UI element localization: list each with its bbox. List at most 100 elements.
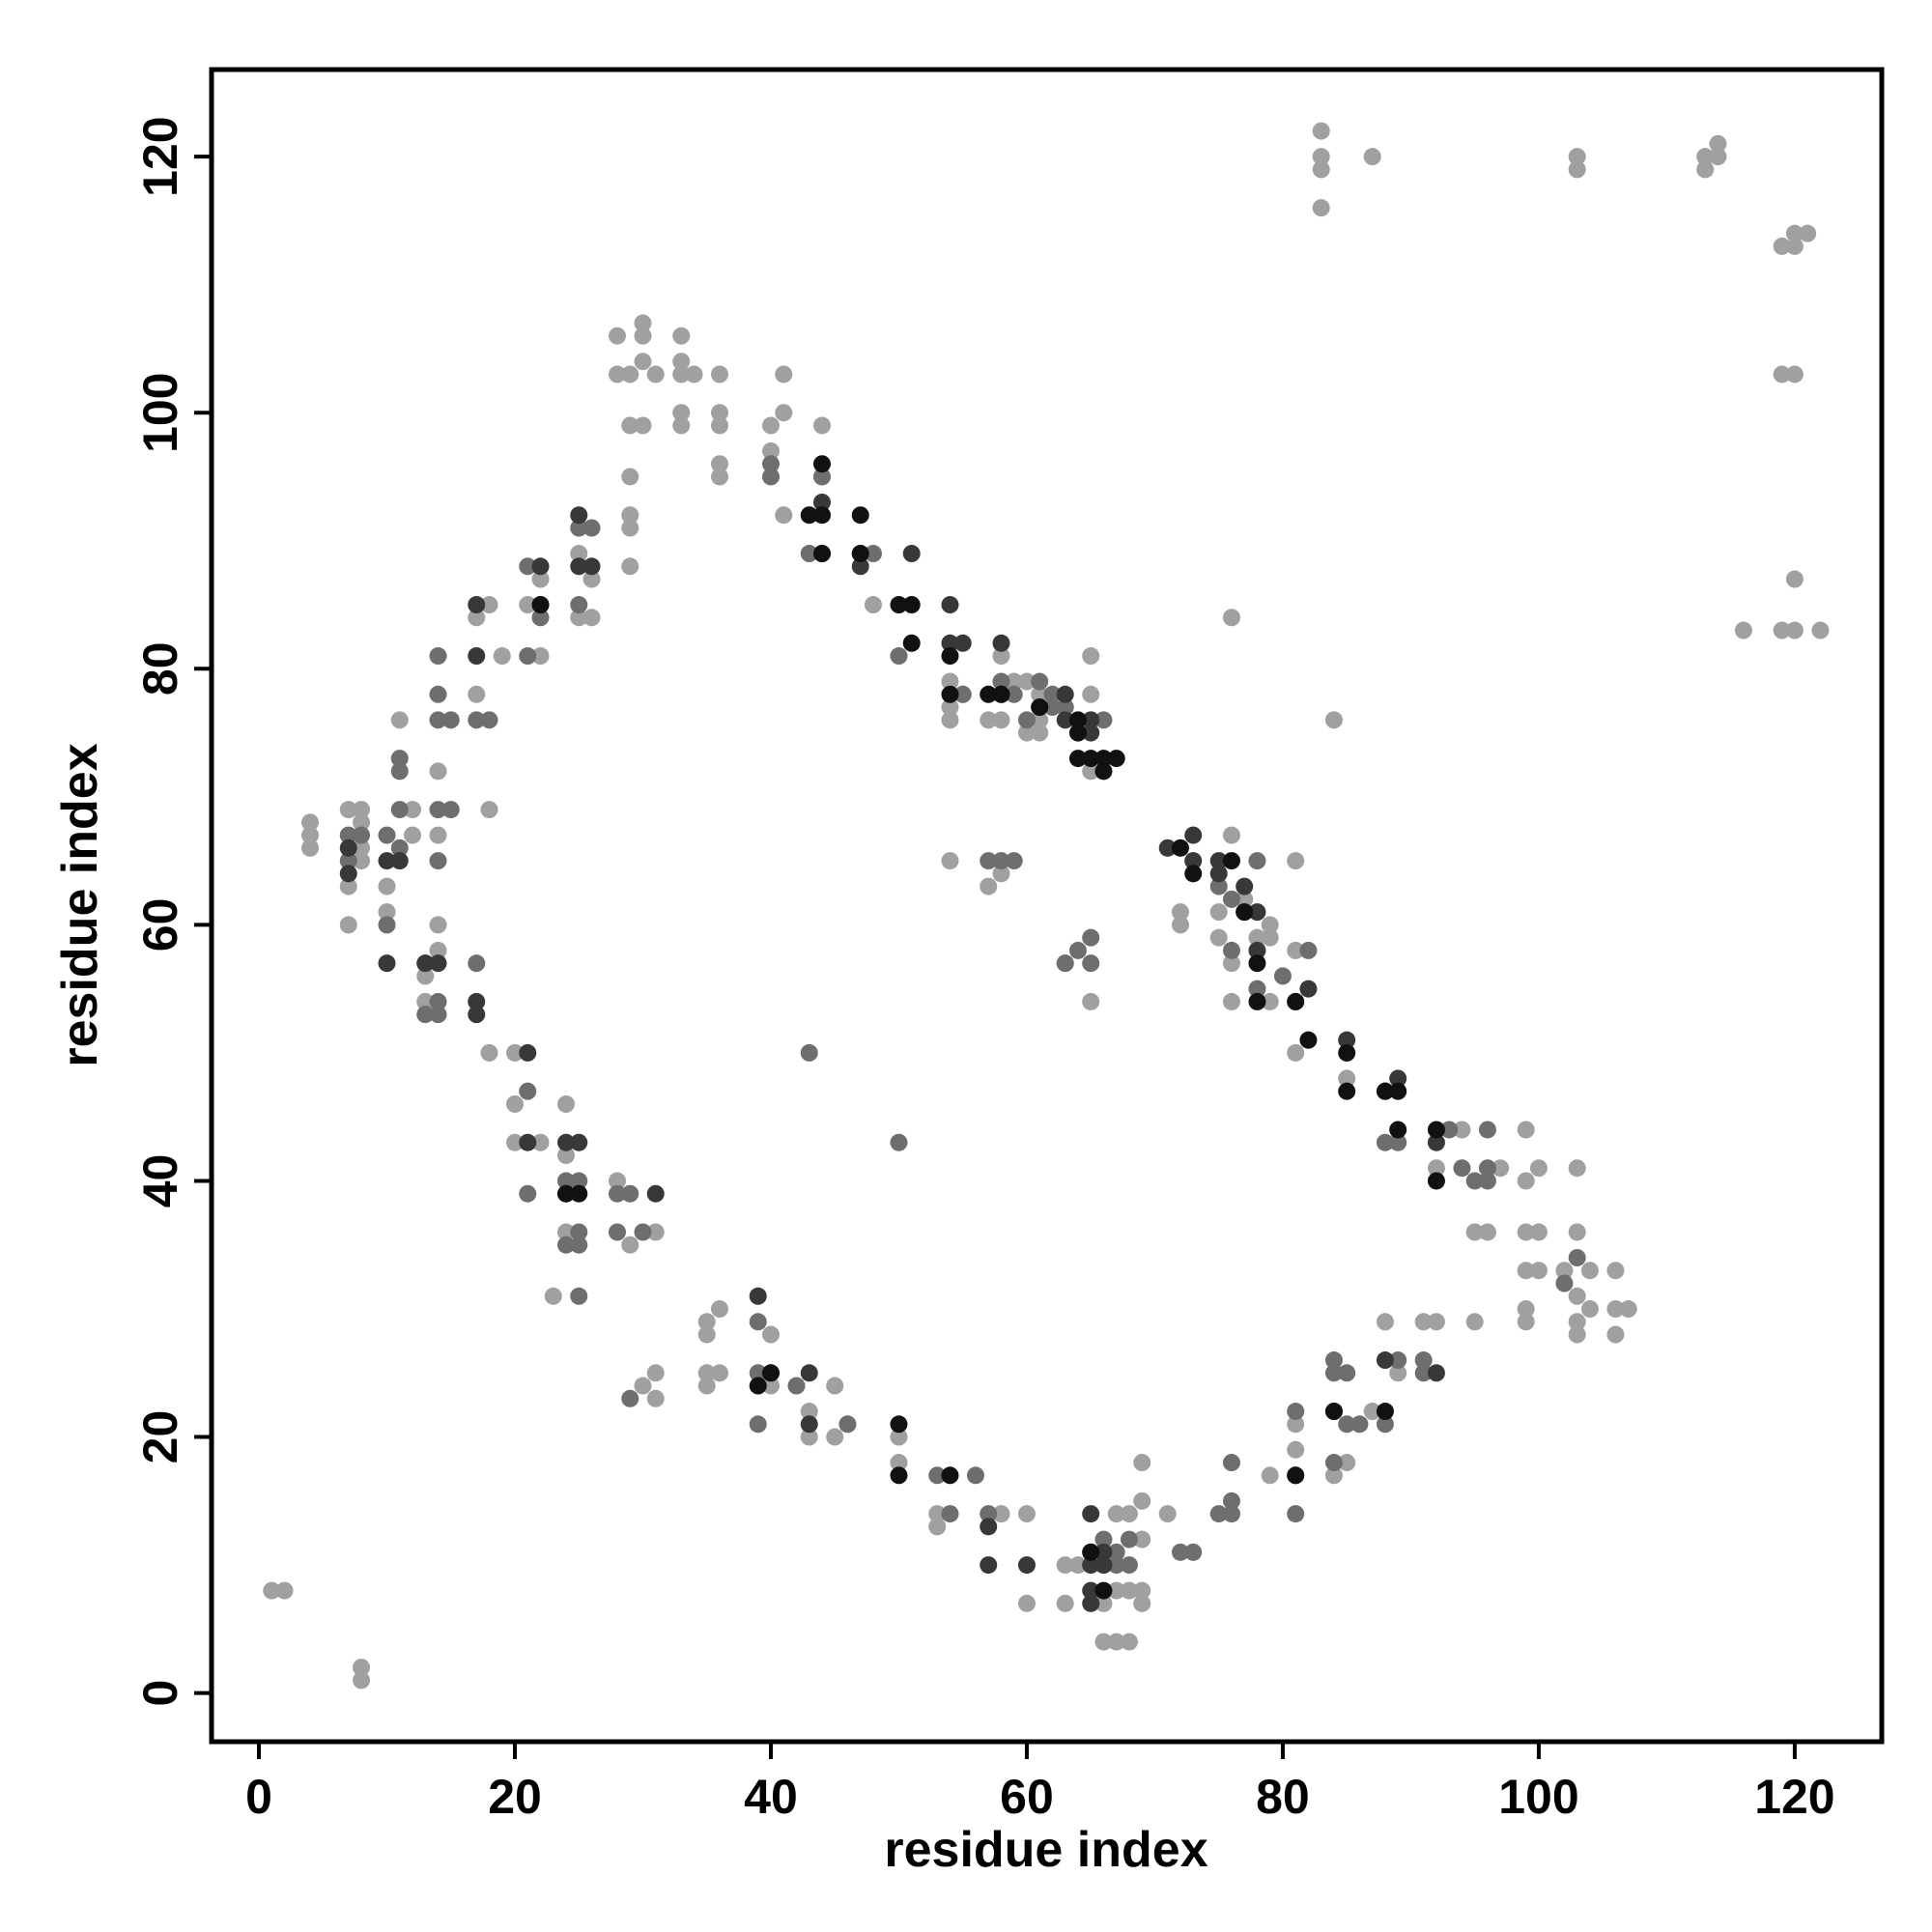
point [1299,941,1318,959]
point [1017,1505,1036,1523]
point [621,1389,639,1407]
point [1082,992,1100,1010]
point [1094,1581,1113,1600]
y-tick-label: 100 [133,372,187,452]
point [1440,1121,1459,1139]
point [390,838,409,857]
point [1517,1223,1535,1241]
point [672,404,691,422]
point [506,1094,525,1113]
point [1236,877,1254,895]
point [980,1518,998,1536]
point [941,711,959,729]
point [1082,724,1100,742]
point [1568,148,1586,166]
point [378,916,396,934]
point [570,1287,588,1305]
point [429,711,447,729]
point [1414,1313,1433,1331]
point [275,1581,294,1600]
point [531,570,550,588]
point [621,557,639,576]
point [1171,838,1189,857]
point [980,1556,998,1575]
point [1056,1556,1074,1575]
point [1517,1300,1535,1319]
point [890,1415,908,1434]
point [621,519,639,537]
point [1017,672,1036,691]
point [1785,224,1804,242]
point [1082,1556,1100,1575]
point [1324,1454,1343,1472]
point [468,647,486,666]
point [992,634,1010,652]
point [301,826,320,844]
point [506,1133,525,1151]
point [634,327,652,345]
point [608,327,626,345]
point [429,762,447,781]
point [1427,1133,1445,1151]
point [1773,365,1791,384]
point [992,1505,1010,1523]
point [480,801,498,819]
x-tick-label: 0 [245,1770,272,1824]
point [582,570,601,588]
point [1056,698,1074,717]
point [1222,1505,1240,1523]
point [519,1082,537,1100]
point [1133,1594,1151,1612]
point [1568,1287,1586,1305]
point [953,685,972,703]
point [1236,890,1254,908]
point [1107,750,1125,768]
point [1389,1069,1407,1088]
point [1478,1121,1496,1139]
point [1287,992,1305,1010]
point [378,826,396,844]
point [1465,1172,1484,1190]
point [890,1428,908,1446]
point [992,672,1010,691]
point [1133,1581,1151,1600]
point [1580,1262,1599,1280]
point [928,1505,947,1523]
point [1773,621,1791,639]
point [672,327,691,345]
point [1376,1082,1394,1100]
point [980,877,998,895]
point [941,698,959,717]
point [1478,1223,1496,1241]
point [1082,647,1100,666]
point [301,813,320,832]
point [544,1287,562,1305]
point [570,1236,588,1254]
point [506,1043,525,1062]
point [608,1184,626,1203]
point [378,903,396,922]
point [1785,570,1804,588]
point [761,416,780,435]
point [1082,711,1100,729]
y-tick-label: 20 [133,1410,187,1464]
point [941,596,959,614]
point [468,711,486,729]
point [1005,672,1023,691]
point [429,941,447,959]
point [787,1377,806,1395]
point [1696,148,1715,166]
point [992,685,1010,703]
point [570,1172,588,1190]
point [1222,954,1240,973]
point [1555,1262,1574,1280]
point [1389,1364,1407,1382]
point [1107,1505,1125,1523]
point [441,711,460,729]
point [1261,992,1279,1010]
plot-frame [209,67,1885,1745]
point [928,1466,947,1485]
point [980,1505,998,1523]
point [1158,838,1177,857]
point [1734,621,1752,639]
